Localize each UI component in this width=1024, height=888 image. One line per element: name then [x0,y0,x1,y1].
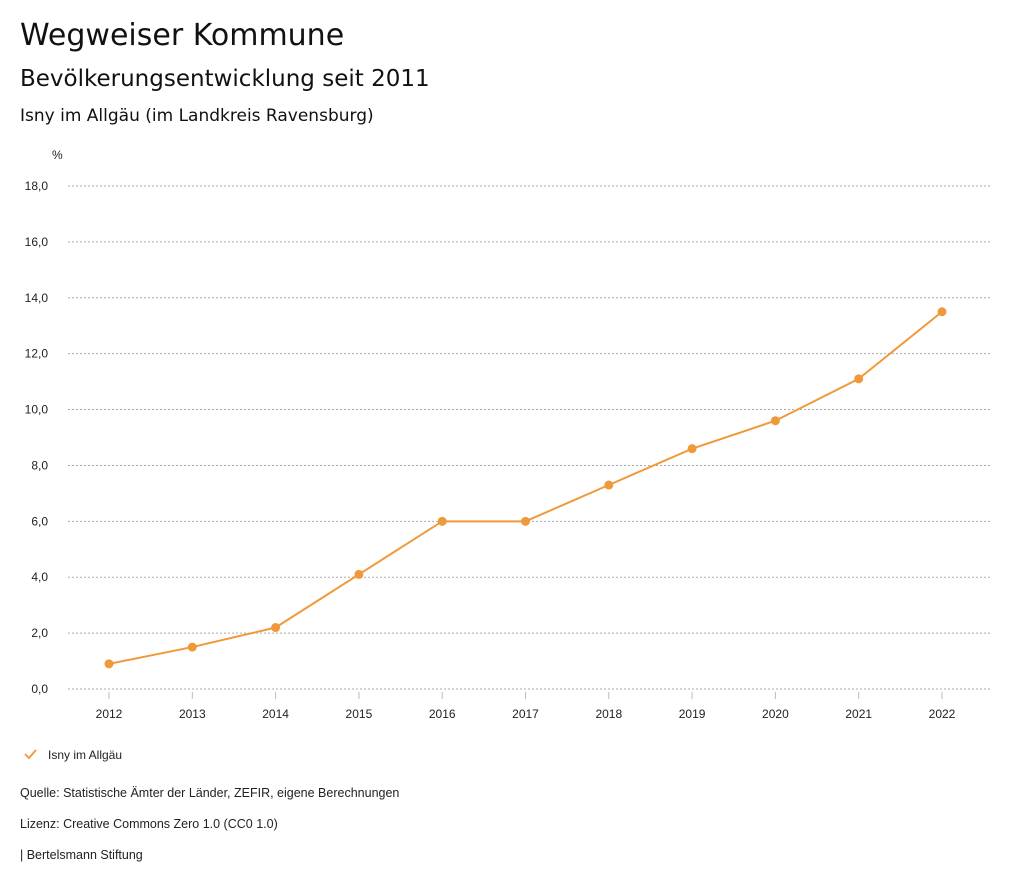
y-tick-label: 16,0 [25,235,49,249]
legend-check-icon [24,749,37,760]
x-tick-label: 2019 [679,707,706,721]
series-line [108,310,943,665]
license-note: Lizenz: Creative Commons Zero 1.0 (CC0 1… [20,817,278,831]
data-point [104,659,114,669]
x-tick-label: 2022 [929,707,956,721]
y-tick-label: 18,0 [25,179,49,193]
x-tick-label: 2021 [845,707,872,721]
y-tick-label: 14,0 [25,291,49,305]
x-tick-label: 2018 [595,707,622,721]
page-title: Wegweiser Kommune [20,18,345,53]
x-tick-label: 2012 [96,707,123,721]
brand-note: | Bertelsmann Stiftung [20,848,143,862]
data-point [854,374,864,384]
x-tick-label: 2017 [512,707,539,721]
data-point [437,516,447,526]
source-note: Quelle: Statistische Ämter der Länder, Z… [20,786,400,800]
region-label: Isny im Allgäu (im Landkreis Ravensburg) [20,106,374,126]
x-tick-label: 2013 [179,707,206,721]
y-tick-label: 2,0 [31,626,48,640]
data-point [770,416,780,426]
y-tick-label: 12,0 [25,347,49,361]
x-tick-label: 2014 [262,707,289,721]
data-point [271,623,281,633]
chart-subtitle: Bevölkerungsentwicklung seit 2011 [20,66,430,92]
y-tick-label: 6,0 [31,514,48,528]
x-tick-label: 2016 [429,707,456,721]
y-tick-label: 4,0 [31,570,48,584]
x-tick-label: 2015 [346,707,373,721]
y-tick-label: 0,0 [31,682,48,696]
legend-label[interactable]: Isny im Allgäu [48,748,122,762]
data-point [354,569,364,579]
data-point [521,516,530,526]
data-point [187,642,197,652]
y-axis-unit: % [52,148,63,162]
data-point [604,480,614,490]
y-tick-label: 10,0 [25,403,49,417]
data-point [937,307,947,317]
y-tick-label: 8,0 [31,458,48,472]
data-point [687,444,697,454]
x-tick-label: 2020 [762,707,789,721]
